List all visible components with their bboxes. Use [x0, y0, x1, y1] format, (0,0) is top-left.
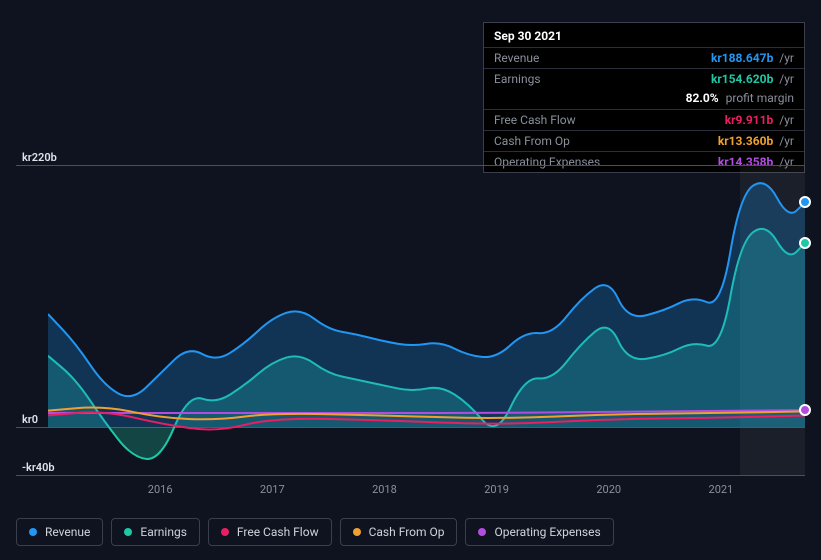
x-tick-label: 2019 — [484, 483, 509, 496]
legend: Revenue Earnings Free Cash Flow Cash Fro… — [16, 518, 614, 546]
x-tick-label: 2016 — [148, 483, 173, 496]
x-tick-label: 2020 — [596, 483, 621, 496]
series-end-marker — [799, 237, 811, 249]
legend-item-earnings[interactable]: Earnings — [111, 518, 200, 546]
legend-dot-icon — [221, 528, 229, 536]
x-tick-label: 2021 — [709, 483, 734, 496]
legend-label: Revenue — [45, 525, 90, 539]
legend-dot-icon — [353, 528, 361, 536]
legend-item-cfo[interactable]: Cash From Op — [340, 518, 458, 546]
legend-item-opex[interactable]: Operating Expenses — [465, 518, 613, 546]
legend-item-revenue[interactable]: Revenue — [16, 518, 103, 546]
legend-dot-icon — [124, 528, 132, 536]
legend-label: Operating Expenses — [494, 525, 600, 539]
legend-dot-icon — [29, 528, 37, 536]
x-tick-label: 2017 — [260, 483, 285, 496]
series-end-marker — [799, 196, 811, 208]
chart-svg — [48, 165, 805, 475]
x-tick-label: 2018 — [372, 483, 397, 496]
grid-line — [16, 475, 805, 476]
y-tick-label: kr0 — [22, 413, 38, 426]
legend-dot-icon — [478, 528, 486, 536]
financials-chart[interactable]: kr220bkr0-kr40b201620172018201920202021 — [0, 0, 821, 560]
y-tick-label: kr220b — [22, 151, 57, 164]
legend-label: Earnings — [140, 525, 187, 539]
legend-label: Free Cash Flow — [237, 525, 319, 539]
legend-item-fcf[interactable]: Free Cash Flow — [208, 518, 332, 546]
legend-label: Cash From Op — [369, 525, 445, 539]
series-end-marker — [799, 404, 811, 416]
